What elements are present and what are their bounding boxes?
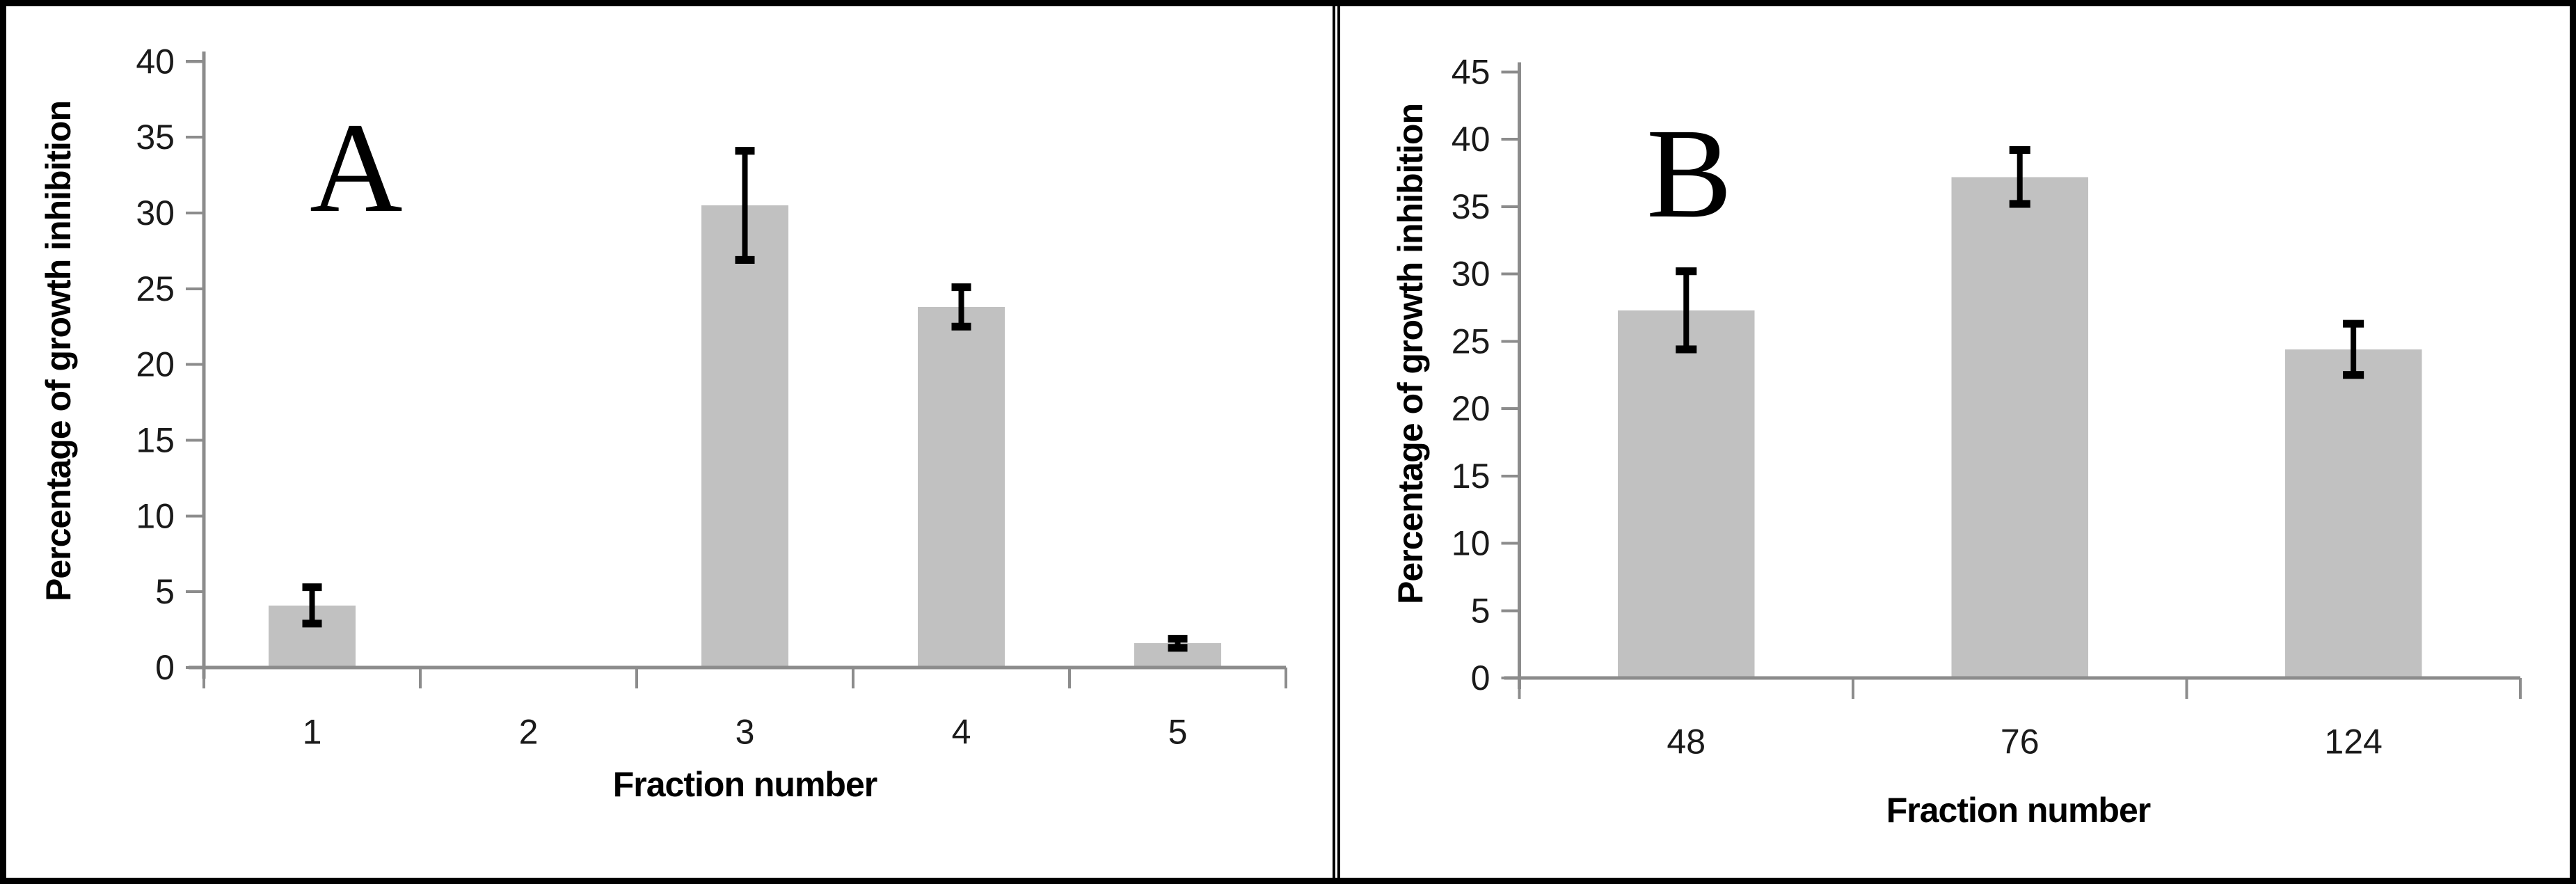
- panel-a: Percentage of growth inhibition A Fracti…: [6, 6, 1335, 878]
- error-bar-124: [2343, 319, 2364, 379]
- x-category-label: 124: [2324, 722, 2383, 761]
- y-tick-label: 30: [1452, 255, 1490, 294]
- error-bar-3: [735, 147, 755, 264]
- bar-76: [1951, 177, 2088, 679]
- y-tick-label: 35: [136, 118, 175, 157]
- error-bar-1: [302, 583, 322, 628]
- bar-4: [918, 306, 1005, 668]
- bar-3: [701, 205, 788, 668]
- x-axis-title: Fraction number: [1886, 791, 2151, 830]
- x-category-label: 5: [1168, 712, 1188, 751]
- y-tick-label: 25: [1452, 322, 1490, 361]
- panel-label-b: B: [1646, 102, 1733, 245]
- bar-chart-a: 0 5 10 15 20 25 30 35 40 1 2 3 4 5: [136, 42, 1287, 751]
- y-tick-label: 5: [155, 572, 175, 611]
- x-category-label: 48: [1667, 722, 1706, 761]
- y-tick-label: 35: [1452, 187, 1490, 226]
- y-tick-label: 10: [1452, 524, 1490, 563]
- y-tick-label: 10: [136, 496, 175, 535]
- y-tick-label: 25: [136, 269, 175, 308]
- bar-48: [1618, 310, 1755, 679]
- bar-124: [2284, 349, 2422, 679]
- error-bar-4: [951, 283, 971, 331]
- x-category-label: 1: [303, 712, 322, 751]
- panel-b: Percentage of growth inhibition B Fracti…: [1337, 6, 2570, 878]
- error-bar-5: [1168, 635, 1188, 652]
- y-tick-label: 20: [1452, 389, 1490, 428]
- x-category-label: 4: [952, 712, 971, 751]
- error-bar-48: [1676, 267, 1697, 354]
- bar-chart-b: 0 5 10 15 20 25 30 35 40 45 48 76 124: [1452, 52, 2522, 761]
- y-tick-label: 15: [136, 420, 175, 459]
- x-category-label: 3: [736, 712, 755, 751]
- y-tick-label: 40: [1452, 120, 1490, 159]
- y-tick-label: 30: [136, 194, 175, 232]
- y-tick-label: 0: [1471, 658, 1490, 697]
- x-category-label: 2: [519, 712, 539, 751]
- y-tick-label: 0: [155, 648, 175, 687]
- y-tick-label: 40: [136, 42, 175, 81]
- x-axis-title: Fraction number: [612, 765, 877, 804]
- panel-label-a: A: [310, 97, 403, 239]
- y-tick-label: 15: [1452, 457, 1490, 496]
- y-tick-label: 5: [1471, 591, 1490, 630]
- y-tick-label: 45: [1452, 52, 1490, 91]
- y-tick-label: 20: [136, 345, 175, 384]
- x-category-label: 76: [2001, 722, 2040, 761]
- error-bar-76: [2009, 146, 2030, 208]
